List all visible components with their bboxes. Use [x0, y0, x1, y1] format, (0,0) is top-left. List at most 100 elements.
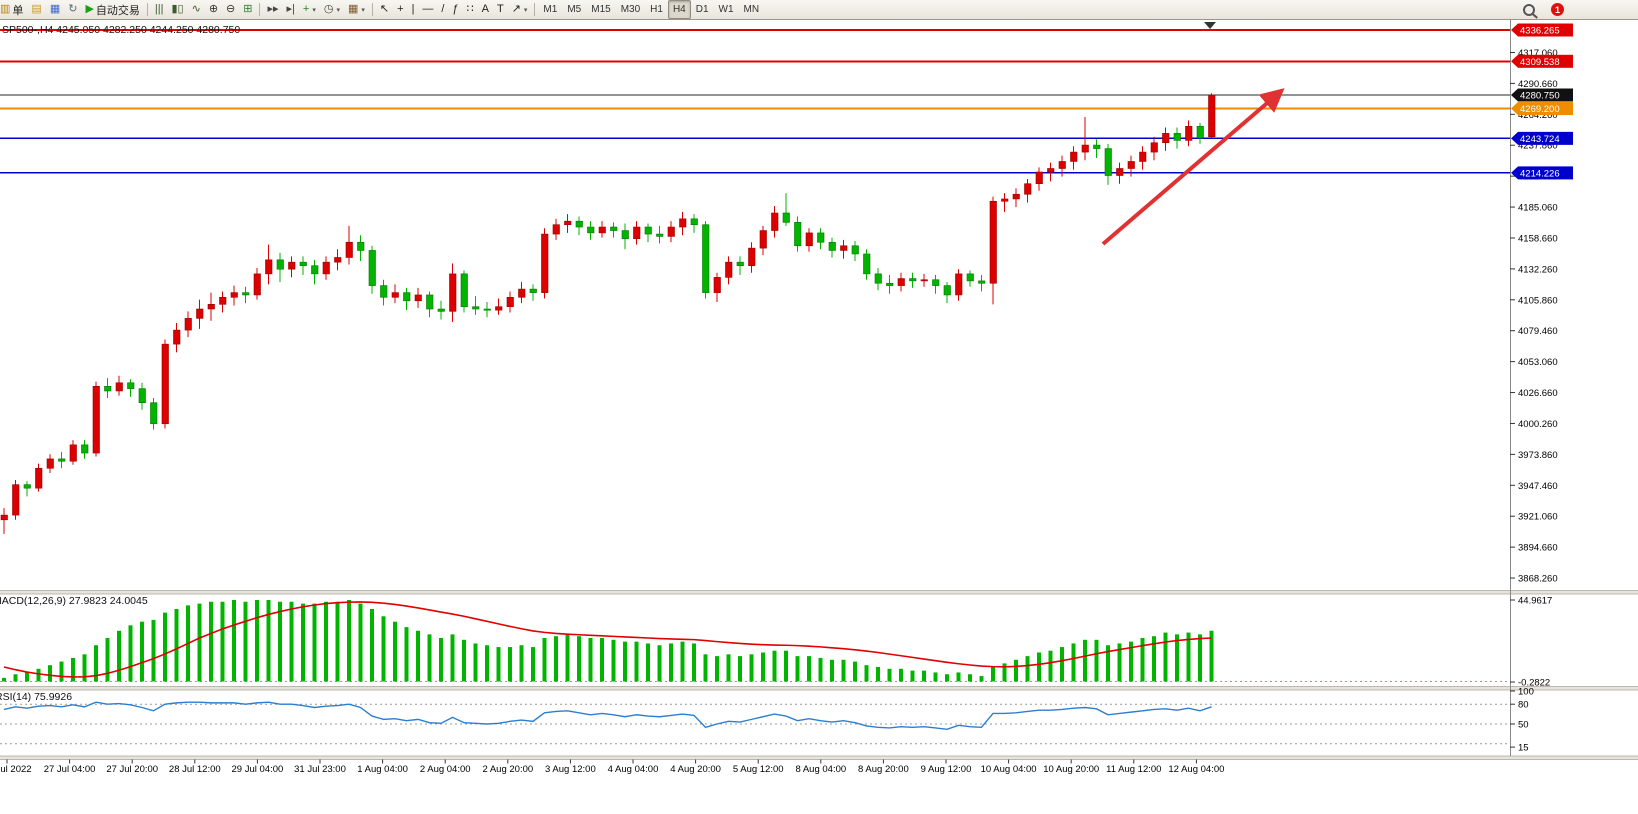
timeframe-h4-button[interactable]: H4 [667, 0, 691, 19]
candle-body [978, 280, 986, 284]
candle-body [368, 250, 376, 286]
time-axis-label: 31 Jul 23:00 [294, 764, 346, 775]
candle-body [299, 261, 307, 266]
candle-body [725, 261, 733, 278]
timeframe-m5-button[interactable]: M5 [562, 0, 586, 19]
crosshair-button[interactable]: + [393, 0, 407, 19]
candlestick-chart-button[interactable]: ▮▯ [167, 0, 187, 19]
time-axis-label: 1 Aug 04:00 [357, 764, 408, 775]
dropdown-caret-icon: ▾ [336, 6, 340, 14]
bar-chart-button[interactable]: ||| [151, 0, 168, 19]
trend-arrow[interactable] [1101, 88, 1285, 246]
splitter-rsi-timeaxis[interactable] [0, 756, 1638, 760]
price-tick-label: 3973.860 [1518, 450, 1558, 461]
market-watch-icon: ▦ [49, 3, 61, 15]
candle-body [230, 292, 238, 298]
candle-body [1139, 151, 1147, 162]
fibonacci-icon: ƒ [452, 3, 459, 15]
horizontal-line-button[interactable]: — [418, 0, 437, 19]
time-axis-label: 10 Aug 04:00 [981, 764, 1037, 775]
candle-body [552, 224, 560, 235]
price-label-arrow-icon [1511, 131, 1518, 145]
candle-body [989, 200, 997, 284]
notification-badge[interactable]: 1 [1551, 3, 1564, 16]
candle-body [196, 308, 204, 319]
shapes-button[interactable]: ∷ [463, 0, 478, 19]
zoom-out-icon: ⊖ [226, 3, 236, 15]
time-axis-label: 26 Jul 2022 [0, 764, 32, 775]
trendline-button[interactable]: / [437, 0, 448, 19]
timeframe-m15-button[interactable]: M15 [586, 0, 615, 19]
candle-body [1127, 161, 1135, 169]
candle-body [886, 282, 894, 286]
time-axis-label: 11 Aug 12:00 [1106, 764, 1161, 775]
vertical-line-button[interactable]: | [408, 0, 419, 19]
text-label-button[interactable]: T [493, 0, 508, 19]
template-button[interactable]: ▦ ▾ [344, 0, 369, 19]
candle-body [529, 288, 537, 293]
price-tick-label: 3894.660 [1518, 543, 1558, 554]
time-axis-label: 5 Aug 12:00 [733, 764, 784, 775]
timeframe-m30-button[interactable]: M30 [616, 0, 645, 19]
fibonacci-button[interactable]: ƒ [448, 0, 462, 19]
time-axis-label: 9 Aug 12:00 [921, 764, 972, 775]
search-button[interactable] [1515, 0, 1543, 19]
auto-trading-button[interactable]: ▶ 自动交易 [81, 0, 143, 19]
candle-body [334, 257, 342, 263]
price-tick-label: 4026.660 [1518, 388, 1558, 399]
candle-body [472, 306, 480, 310]
timeframe-d1-button[interactable]: D1 [691, 0, 714, 19]
time-axis-label: 8 Aug 04:00 [795, 764, 846, 775]
macd-axis-label: -0.2822 [1518, 678, 1550, 689]
candle-body [311, 265, 319, 275]
time-axis-label: 8 Aug 20:00 [858, 764, 909, 775]
new-order-label: 单 [12, 4, 24, 17]
chart-profile-button[interactable]: ▤ [27, 0, 45, 19]
refresh-button[interactable]: ↻ [64, 0, 81, 19]
price-tick-label: 3868.260 [1518, 574, 1558, 585]
splitter-main-macd[interactable] [0, 590, 1638, 595]
text-button[interactable]: A [478, 0, 493, 19]
candle-body [506, 296, 514, 307]
market-watch-button[interactable]: ▦ [46, 0, 64, 19]
candle-body [1035, 171, 1043, 185]
arrows-button[interactable]: ↗ ▾ [508, 0, 532, 19]
candle-body [771, 212, 779, 231]
time-axis-label: 2 Aug 20:00 [482, 764, 533, 775]
timeframe-label: M1 [543, 4, 558, 15]
candle-body [391, 292, 399, 298]
auto-scroll-icon: ▸▸ [267, 3, 279, 15]
trendline-icon: / [441, 3, 445, 15]
candle-body [1116, 168, 1124, 176]
candle-body [253, 273, 261, 296]
candle-body [242, 292, 250, 296]
splitter-macd-rsi[interactable] [0, 686, 1638, 691]
timeframe-w1-button[interactable]: W1 [714, 0, 739, 19]
timeframe-mn-button[interactable]: MN [739, 0, 765, 19]
chart-shift-button[interactable]: ▸| [283, 0, 299, 19]
candle-body [851, 245, 859, 255]
candle-body [1185, 126, 1193, 141]
zoom-out-button[interactable]: ⊖ [222, 0, 239, 19]
line-chart-button[interactable]: ∿ [188, 0, 205, 19]
price-tick-label: 4079.460 [1518, 326, 1558, 337]
auto-scroll-button[interactable]: ▸▸ [263, 0, 282, 19]
timeframe-label: D1 [695, 4, 709, 15]
time-axis-label: 2 Aug 04:00 [420, 764, 471, 775]
candle-body [403, 292, 411, 302]
new-order-button[interactable]: ▥ 单 [0, 0, 27, 19]
timeframe-h1-button[interactable]: H1 [645, 0, 668, 19]
arrows-icon: ↗ [511, 3, 521, 15]
cursor-button[interactable]: ↖ [376, 0, 393, 19]
grid-button[interactable]: ⊞ [239, 0, 256, 19]
zoom-in-button[interactable]: ⊕ [205, 0, 222, 19]
timeframe-m1-button[interactable]: M1 [538, 0, 562, 19]
price-tick-label: 4000.260 [1518, 419, 1558, 430]
dropdown-caret-icon: ▾ [361, 6, 365, 14]
period-button[interactable]: ◷ ▾ [320, 0, 344, 19]
candle-body [138, 388, 146, 403]
candle-body [1208, 94, 1216, 138]
candle-body [909, 278, 917, 282]
new-chart-button[interactable]: + ▾ [299, 0, 320, 19]
